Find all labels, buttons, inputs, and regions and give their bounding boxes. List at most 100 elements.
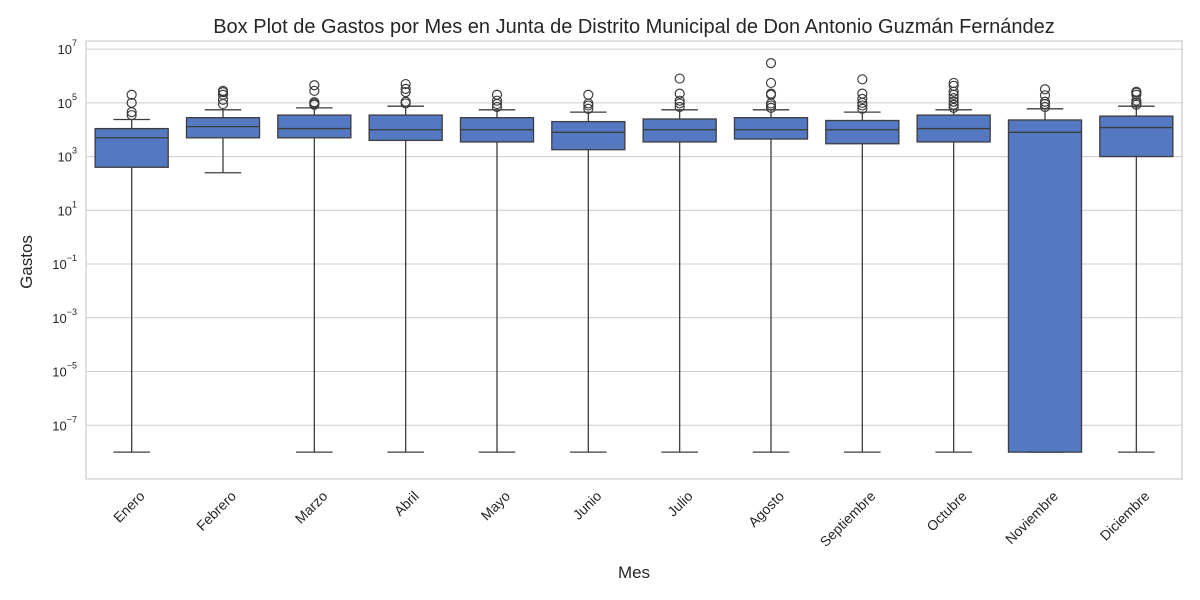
x-tick-label: Septiembre <box>817 488 879 550</box>
outlier-point <box>400 87 411 98</box>
x-tick-label: Mayo <box>478 488 514 524</box>
outlier-point <box>126 109 137 121</box>
y-tick-exponent: 1 <box>72 199 77 209</box>
y-tick-exponent: −3 <box>67 307 77 317</box>
y-tick-exponent: 5 <box>72 92 77 102</box>
outlier-point <box>1039 84 1051 95</box>
box-iqr <box>642 118 717 143</box>
y-tick-label: 101 <box>58 199 77 218</box>
outlier-point <box>765 88 777 99</box>
box-iqr <box>185 117 261 139</box>
box-julio <box>642 73 717 453</box>
box-noviembre <box>1007 84 1083 453</box>
box-iqr <box>551 120 626 151</box>
box-marzo <box>277 80 352 453</box>
outlier-point <box>491 101 503 113</box>
y-tick-exponent: 7 <box>72 38 77 48</box>
outlier-point <box>126 97 137 108</box>
outlier-point <box>857 88 868 99</box>
x-tick-label: Febrero <box>193 488 239 534</box>
box-octubre <box>916 77 991 453</box>
box-iqr <box>368 114 443 142</box>
grid-layer <box>86 48 1182 426</box>
chart-title: Box Plot de Gastos por Mes en Junta de D… <box>213 16 1055 38</box>
outlier-point <box>948 102 959 113</box>
box-agosto <box>733 58 809 453</box>
y-tick-exponent: 3 <box>72 146 77 156</box>
y-tick-exponent: −7 <box>67 414 77 424</box>
x-axis-label: Mes <box>618 563 650 582</box>
y-tick-base: 10 <box>52 311 66 326</box>
outlier-point <box>1039 96 1051 107</box>
y-axis-label: Gastos <box>17 235 36 289</box>
box-diciembre <box>1099 86 1174 453</box>
y-tick-label: 105 <box>58 92 77 111</box>
outlier-point <box>583 89 594 100</box>
x-tick-label: Abril <box>391 488 422 519</box>
y-tick-base: 10 <box>58 203 72 218</box>
x-tick-label: Diciembre <box>1097 488 1153 544</box>
outlier-point <box>948 99 959 110</box>
box-iqr <box>733 117 809 140</box>
outlier-point <box>857 103 868 114</box>
outlier-point <box>400 78 411 90</box>
box-iqr <box>94 127 169 168</box>
outlier-point <box>857 100 868 111</box>
box-iqr <box>825 119 900 145</box>
y-tick-label: 10−3 <box>52 307 77 326</box>
outlier-point <box>765 102 777 113</box>
outlier-point <box>674 73 685 84</box>
boxes-layer <box>94 58 1174 453</box>
outlier-point <box>948 80 959 91</box>
x-tick-labels: Enero Febrero Marzo Abril Mayo Junio Julio Agos… <box>110 488 1153 550</box>
outlier-point <box>1039 90 1051 101</box>
outlier-point <box>948 96 959 107</box>
outlier-point <box>1039 101 1051 113</box>
outlier-point <box>583 103 594 114</box>
y-tick-label: 107 <box>58 38 77 57</box>
outlier-point <box>948 77 959 89</box>
y-tick-base: 10 <box>52 365 66 380</box>
outlier-point <box>674 88 685 99</box>
x-tick-label: Agosto <box>745 488 787 530</box>
x-tick-label: Junio <box>569 488 604 523</box>
x-tick-label: Enero <box>110 488 148 526</box>
outlier-point <box>765 58 777 69</box>
outlier-point <box>765 77 777 89</box>
outlier-point <box>948 92 959 104</box>
y-tick-label: 10−5 <box>52 361 77 380</box>
outlier-point <box>857 74 868 85</box>
y-tick-exponent: −5 <box>67 361 77 371</box>
outlier-point <box>674 98 685 109</box>
outlier-point <box>674 101 685 113</box>
x-tick-label: Julio <box>664 488 696 520</box>
y-tick-base: 10 <box>58 42 72 57</box>
outlier-point <box>1131 86 1142 97</box>
box-septiembre <box>825 74 900 453</box>
y-tick-base: 10 <box>52 257 66 272</box>
box-febrero <box>185 85 261 174</box>
box-iqr <box>277 114 352 139</box>
outlier-point <box>309 97 320 108</box>
box-iqr <box>1007 119 1083 453</box>
box-junio <box>551 89 626 453</box>
y-tick-label: 103 <box>58 146 77 165</box>
box-mayo <box>459 89 535 453</box>
y-tick-base: 10 <box>52 418 66 433</box>
outlier-point <box>491 95 503 106</box>
box-enero <box>94 89 169 453</box>
y-tick-label: 10−7 <box>52 414 77 433</box>
y-tick-label: 10−1 <box>52 253 77 272</box>
x-tick-label: Marzo <box>292 488 331 527</box>
x-tick-label: Noviembre <box>1002 488 1061 547</box>
box-iqr <box>1099 115 1174 158</box>
y-tick-base: 10 <box>58 96 72 111</box>
outlier-point <box>309 80 320 91</box>
x-tick-label: Octubre <box>923 488 970 535</box>
outlier-point <box>126 89 137 100</box>
outlier-point <box>309 85 320 96</box>
outlier-point <box>583 98 594 109</box>
